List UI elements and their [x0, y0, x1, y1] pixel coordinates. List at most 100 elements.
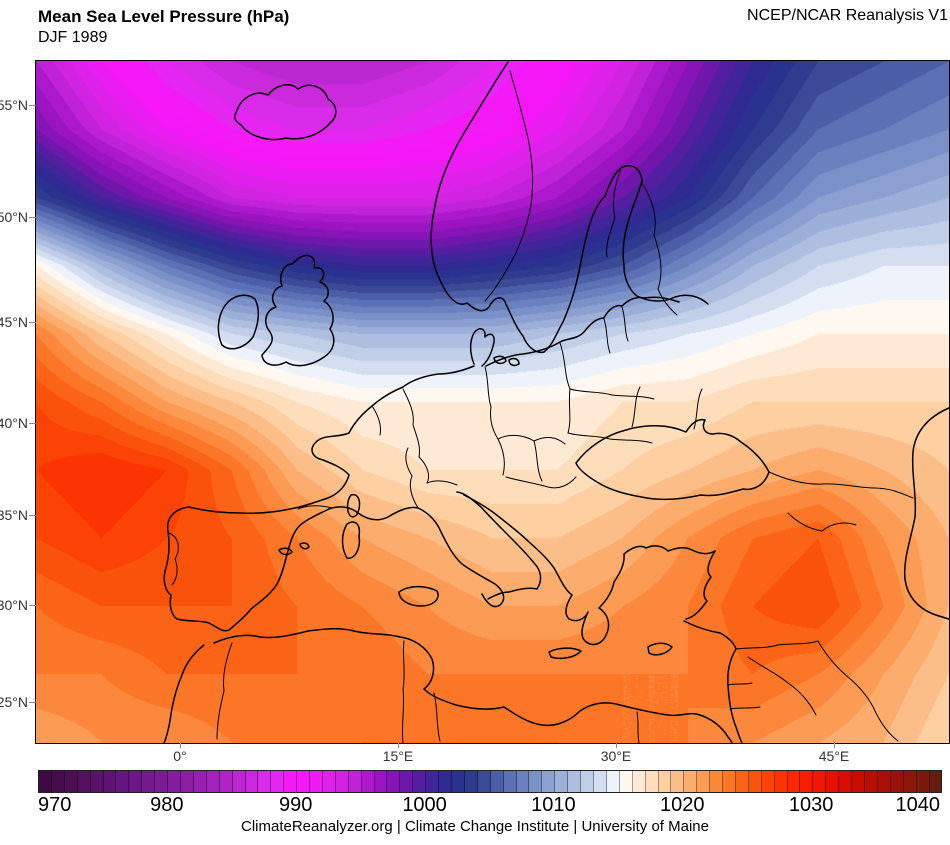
- colorbar-cell: [890, 771, 904, 792]
- colorbar-tick-label: 1010: [531, 794, 576, 816]
- colorbar-cell: [735, 771, 749, 792]
- colorbar-cell: [439, 771, 452, 792]
- colorbar-cell: [800, 771, 814, 792]
- coastlines-overlay: [163, 61, 949, 743]
- lon-tick-label: 45°E: [818, 748, 850, 764]
- border-libya-egypt: [636, 711, 640, 743]
- colorbar-cell: [619, 771, 633, 792]
- colorbar-cell: [284, 771, 298, 792]
- coastline-italy-adriatic-west: [456, 491, 542, 600]
- colorbar-cell: [903, 771, 917, 792]
- border-spain-portugal: [168, 532, 179, 586]
- coastline-crete: [548, 647, 582, 660]
- colorbar-cell: [490, 771, 504, 792]
- colorbar-cell: [658, 771, 672, 792]
- colorbar-cell: [180, 771, 194, 792]
- colorbar-cell: [155, 771, 169, 792]
- coastline-balearics: [278, 542, 310, 556]
- colorbar-cell: [400, 771, 414, 792]
- colorbar-cell: [322, 771, 336, 792]
- colorbar-cell: [916, 771, 930, 792]
- lon-tick-label: 0°: [173, 748, 187, 764]
- pressure-map: [35, 60, 950, 744]
- colorbar-cell: [258, 771, 272, 792]
- colorbar-tick-label: 1030: [788, 794, 834, 816]
- colorbar-cell: [39, 771, 52, 792]
- colorbar-cell: [542, 771, 556, 792]
- coastline-baltic-south: [485, 296, 680, 367]
- coastline-black-sea: [575, 418, 770, 501]
- coastline-sicily: [398, 585, 439, 607]
- colorbar-cell: [710, 771, 724, 792]
- colorbar-cell: [826, 771, 840, 792]
- colorbar-cell: [877, 771, 891, 792]
- lon-tick-label: 30°E: [600, 748, 632, 764]
- border-syria-iraq: [747, 656, 817, 716]
- colorbar-cell: [297, 771, 311, 792]
- colorbar-cell: [426, 771, 440, 792]
- colorbar-cell: [813, 771, 827, 792]
- border-central-europe: [497, 434, 566, 482]
- colorbar-cell: [697, 771, 711, 792]
- colorbar-cell: [929, 771, 942, 792]
- colorbar-cell: [129, 771, 143, 792]
- dataset-source-label: NCEP/NCAR Reanalysis V1: [747, 7, 948, 24]
- lon-tick-label: 15°E: [382, 748, 414, 764]
- colorbar-cell: [529, 771, 543, 792]
- colorbar-cell: [593, 771, 607, 792]
- colorbar-cell: [90, 771, 104, 792]
- colorbar-cell: [787, 771, 801, 792]
- border-baltic-states: [603, 306, 629, 354]
- colorbar-cell: [761, 771, 775, 792]
- border-alps: [426, 480, 458, 486]
- colorbar-cell: [51, 771, 65, 792]
- border-iraq-iran: [817, 640, 899, 742]
- coastline-scandinavia: [430, 61, 709, 354]
- colorbar-labels: 970 980 990 1000 1010 1020 1030 1040: [0, 794, 950, 818]
- coastline-corsica: [346, 493, 361, 518]
- colorbar-cell: [671, 771, 685, 792]
- colorbar-tick-label: 990: [279, 794, 313, 816]
- page-subtitle: DJF 1989: [38, 29, 108, 46]
- colorbar-tick-label: 980: [150, 794, 184, 816]
- colorbar-tick-label: 970: [38, 794, 72, 816]
- colorbar-cell: [335, 771, 349, 792]
- border-danube: [505, 476, 577, 489]
- colorbar-cell: [581, 771, 594, 792]
- colorbar-cell: [361, 771, 375, 792]
- border-belarus-ukraine: [567, 388, 655, 444]
- colorbar-cell: [568, 771, 582, 792]
- lat-tick-label: 55°N: [0, 97, 28, 113]
- colorbar-cell: [852, 771, 865, 792]
- border-poland-east: [559, 342, 571, 434]
- lat-tick-label: 40°N: [0, 415, 28, 431]
- coastline-levant: [727, 648, 743, 743]
- colorbar-cell: [503, 771, 517, 792]
- page-title: Mean Sea Level Pressure (hPa): [38, 7, 290, 26]
- border-ukraine: [631, 386, 703, 430]
- border-france-germany: [402, 388, 430, 484]
- colorbar-cell: [245, 771, 259, 792]
- border-turkey-syria: [735, 640, 819, 650]
- coastline-sardinia: [341, 521, 361, 559]
- coastline-ireland: [217, 294, 260, 350]
- border-morocco-algeria: [216, 642, 233, 740]
- colorbar-cell: [116, 771, 130, 792]
- colorbar-cell: [168, 771, 181, 792]
- colorbar-cell: [632, 771, 646, 792]
- colorbar-cell: [555, 771, 569, 792]
- colorbar-cell: [684, 771, 698, 792]
- coastline-denmark: [469, 328, 495, 367]
- colorbar: [38, 770, 942, 793]
- lat-tick-label: 25°N: [0, 694, 28, 710]
- colorbar-cell: [839, 771, 853, 792]
- colorbar-cell: [413, 771, 427, 792]
- colorbar-cell: [103, 771, 117, 792]
- colorbar-cell: [219, 771, 233, 792]
- border-levant-internal: [727, 682, 761, 710]
- coastline-west-europe-iberia-med: [163, 365, 505, 632]
- lat-tick-label: 45°N: [0, 314, 28, 330]
- border-tunisia-libya: [433, 692, 441, 742]
- colorbar-tick-label: 1040: [895, 794, 941, 816]
- coastline-north-africa: [163, 627, 733, 743]
